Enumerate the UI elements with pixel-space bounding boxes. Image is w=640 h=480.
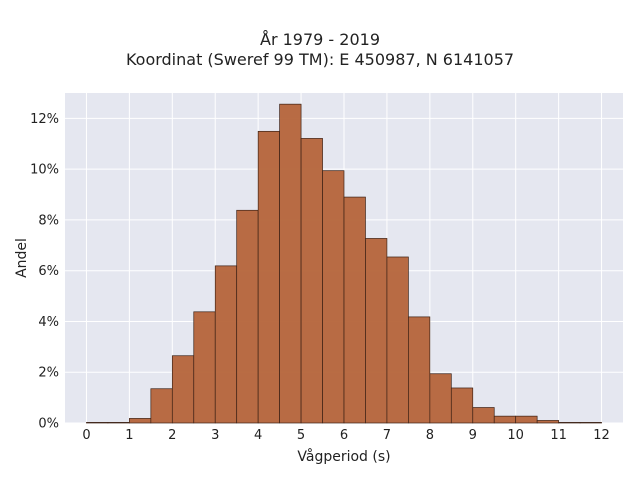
histogram-bar: [257, 130, 280, 424]
histogram-bar: [536, 420, 559, 424]
x-tick-label: 11: [550, 428, 567, 443]
histogram-bar: [343, 196, 366, 424]
x-axis-label: Vågperiod (s): [297, 448, 390, 465]
histogram-bar: [171, 355, 195, 424]
y-tick-label: 6%: [38, 264, 59, 279]
histogram-bar: [558, 422, 581, 424]
x-tick-label: 7: [383, 428, 391, 443]
y-tick-label: 4%: [38, 315, 59, 330]
histogram-bar: [579, 422, 602, 424]
x-tick-label: 2: [168, 428, 176, 443]
y-tick-label: 8%: [38, 213, 59, 228]
histogram-bar: [279, 103, 302, 424]
x-tick-label: 10: [507, 428, 524, 443]
x-tick-label: 1: [125, 428, 133, 443]
histogram-bar: [150, 388, 173, 424]
y-axis-label: Andel: [14, 238, 30, 278]
x-axis-ticks: 0 1 2 3 4 5 6 7 8 9 10 11 12: [82, 428, 609, 443]
histogram-bar: [129, 418, 152, 424]
histogram-bar: [515, 415, 538, 424]
x-tick-label: 3: [211, 428, 219, 443]
x-tick-label: 9: [469, 428, 477, 443]
y-axis-ticks: 0% 2% 4% 6% 8% 10% 12%: [30, 112, 59, 432]
histogram-bar: [386, 256, 409, 424]
histogram-bar: [429, 373, 452, 424]
histogram-bar: [236, 209, 259, 424]
histogram-bar: [107, 422, 130, 424]
x-tick-label: 6: [340, 428, 348, 443]
bars-group: [86, 103, 602, 424]
y-tick-label: 12%: [30, 112, 59, 127]
x-tick-label: 0: [82, 428, 90, 443]
histogram-bar: [193, 311, 216, 424]
y-tick-label: 2%: [38, 366, 59, 381]
histogram-bar: [300, 138, 323, 424]
histogram-bar: [214, 265, 238, 424]
chart-subtitle: Koordinat (Sweref 99 TM): E 450987, N 61…: [125, 50, 515, 69]
x-tick-label: 8: [426, 428, 434, 443]
chart-title: År 1979 - 2019: [260, 30, 380, 49]
x-tick-label: 12: [593, 428, 610, 443]
histogram-bar: [408, 316, 431, 424]
histogram-bar: [450, 387, 474, 424]
y-tick-label: 10%: [30, 163, 59, 178]
histogram-bar: [472, 407, 495, 424]
x-tick-label: 5: [297, 428, 305, 443]
y-tick-label: 0%: [38, 417, 59, 432]
histogram-bar: [493, 415, 517, 424]
histogram-bar: [365, 238, 388, 424]
x-tick-label: 4: [254, 428, 262, 443]
histogram-bar: [86, 422, 109, 424]
histogram-bar: [322, 170, 345, 424]
